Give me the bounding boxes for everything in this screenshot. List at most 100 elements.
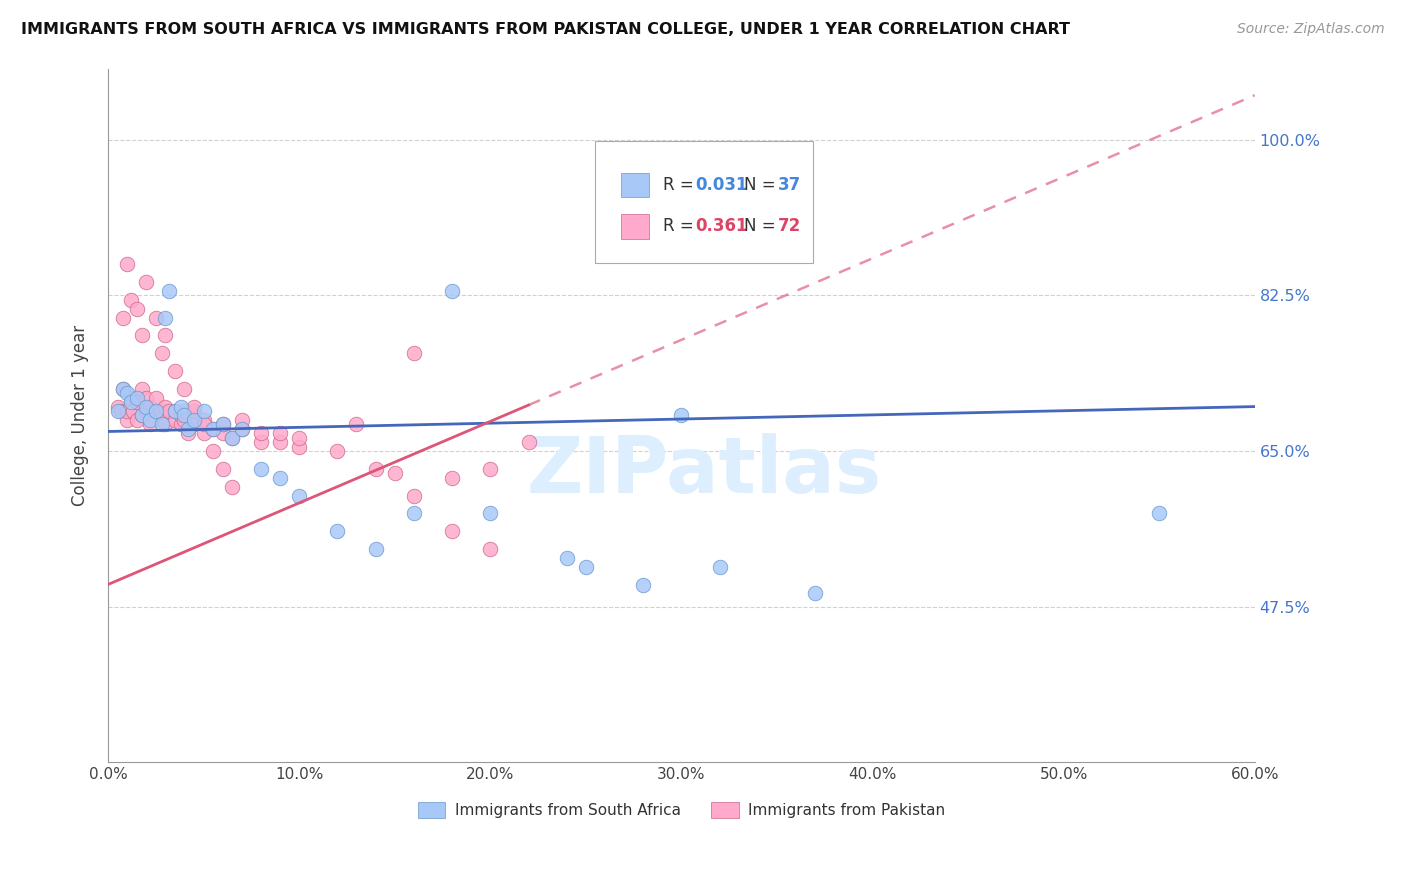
Point: [517, 435, 540, 450]
Point: [115, 386, 138, 401]
Point: [173, 409, 195, 423]
Point: [250, 426, 273, 441]
Point: [193, 426, 215, 441]
Point: [402, 489, 425, 503]
Point: [555, 550, 578, 565]
Text: N =: N =: [745, 176, 782, 194]
Point: [231, 413, 253, 427]
Point: [157, 284, 180, 298]
Point: [150, 404, 173, 418]
Point: [169, 417, 191, 432]
Point: [250, 435, 273, 450]
Point: [139, 417, 162, 432]
Point: [183, 417, 205, 432]
Point: [288, 431, 311, 445]
Point: [135, 275, 157, 289]
Point: [575, 559, 598, 574]
Point: [163, 413, 186, 427]
Text: Source: ZipAtlas.com: Source: ZipAtlas.com: [1237, 22, 1385, 37]
Point: [193, 404, 215, 418]
Point: [163, 364, 186, 378]
Point: [131, 409, 153, 423]
Point: [150, 413, 173, 427]
Point: [110, 404, 132, 418]
Point: [326, 524, 349, 538]
Point: [269, 471, 291, 485]
Point: [131, 409, 153, 423]
Point: [120, 293, 142, 307]
Point: [145, 404, 167, 418]
Point: [112, 382, 135, 396]
Point: [125, 395, 148, 409]
Point: [135, 400, 157, 414]
Point: [202, 444, 225, 458]
Text: 0.361: 0.361: [695, 218, 748, 235]
Point: [169, 409, 191, 423]
Point: [804, 586, 827, 600]
Point: [163, 404, 186, 418]
Point: [231, 422, 253, 436]
Point: [221, 431, 243, 445]
Point: [115, 413, 138, 427]
Point: [671, 409, 693, 423]
Point: [173, 404, 195, 418]
Point: [139, 400, 162, 414]
Point: [120, 395, 142, 409]
Point: [177, 426, 200, 441]
Point: [163, 404, 186, 418]
FancyBboxPatch shape: [595, 141, 813, 263]
Text: N =: N =: [745, 218, 782, 235]
Text: R =: R =: [664, 218, 699, 235]
Point: [157, 404, 180, 418]
Point: [402, 346, 425, 360]
Legend: Immigrants from South Africa, Immigrants from Pakistan: Immigrants from South Africa, Immigrants…: [412, 796, 950, 824]
Point: [112, 310, 135, 325]
Point: [211, 462, 233, 476]
Point: [150, 417, 173, 432]
Point: [288, 489, 311, 503]
Point: [125, 301, 148, 316]
Point: [631, 577, 654, 591]
Point: [479, 462, 502, 476]
Point: [221, 431, 243, 445]
Point: [112, 382, 135, 396]
Point: [288, 440, 311, 454]
Point: [107, 404, 129, 418]
Point: [115, 257, 138, 271]
Point: [135, 404, 157, 418]
Point: [441, 524, 464, 538]
Text: 72: 72: [778, 218, 801, 235]
Point: [131, 382, 153, 396]
FancyBboxPatch shape: [620, 214, 650, 238]
Point: [384, 467, 406, 481]
Point: [135, 391, 157, 405]
Point: [169, 400, 191, 414]
Point: [202, 422, 225, 436]
Point: [709, 559, 731, 574]
Point: [211, 426, 233, 441]
Point: [364, 541, 387, 556]
Point: [221, 480, 243, 494]
Point: [125, 413, 148, 427]
Text: 37: 37: [778, 176, 801, 194]
Point: [346, 417, 368, 432]
Point: [183, 404, 205, 418]
Point: [173, 382, 195, 396]
Point: [131, 328, 153, 343]
Point: [139, 413, 162, 427]
Point: [441, 471, 464, 485]
Point: [145, 310, 167, 325]
Point: [115, 404, 138, 418]
Point: [269, 426, 291, 441]
Point: [211, 417, 233, 432]
Point: [441, 284, 464, 298]
Point: [145, 404, 167, 418]
Point: [183, 400, 205, 414]
Point: [326, 444, 349, 458]
Point: [402, 506, 425, 520]
Point: [269, 435, 291, 450]
Point: [121, 404, 143, 418]
Point: [479, 506, 502, 520]
Point: [145, 391, 167, 405]
Point: [193, 413, 215, 427]
